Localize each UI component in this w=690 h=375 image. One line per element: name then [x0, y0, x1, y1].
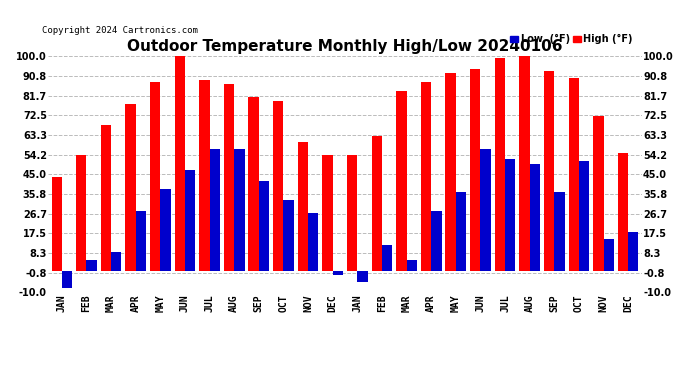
Bar — [126, 104, 136, 271]
Bar — [52, 177, 62, 271]
Bar — [520, 56, 530, 271]
Bar — [431, 211, 442, 271]
Bar — [297, 142, 308, 271]
Bar — [505, 159, 515, 271]
Bar — [62, 271, 72, 288]
Bar — [357, 271, 368, 282]
Bar — [480, 148, 491, 271]
Bar — [86, 260, 97, 271]
Bar — [604, 239, 614, 271]
Bar — [76, 155, 86, 271]
Bar — [406, 260, 417, 271]
Bar — [308, 213, 318, 271]
Bar — [579, 162, 589, 271]
Bar — [248, 97, 259, 271]
Bar — [150, 82, 160, 271]
Bar — [136, 211, 146, 271]
Bar — [259, 181, 269, 271]
Title: Outdoor Temperature Monthly High/Low 20240106: Outdoor Temperature Monthly High/Low 202… — [127, 39, 563, 54]
Bar — [101, 125, 111, 271]
Bar — [530, 164, 540, 271]
Bar — [111, 252, 121, 271]
Text: Copyright 2024 Cartronics.com: Copyright 2024 Cartronics.com — [42, 26, 198, 34]
Bar — [628, 232, 638, 271]
Bar — [396, 91, 406, 271]
Bar — [199, 80, 210, 271]
Bar — [446, 74, 456, 271]
Bar — [456, 192, 466, 271]
Bar — [495, 58, 505, 271]
Bar — [322, 155, 333, 271]
Bar — [347, 155, 357, 271]
Bar — [569, 78, 579, 271]
Bar — [175, 54, 185, 271]
Bar — [593, 116, 604, 271]
Bar — [224, 84, 234, 271]
Bar — [234, 148, 244, 271]
Bar — [382, 245, 393, 271]
Bar — [554, 192, 564, 271]
Bar — [470, 69, 480, 271]
Bar — [273, 101, 284, 271]
Bar — [618, 153, 628, 271]
Bar — [210, 148, 220, 271]
Bar — [160, 189, 170, 271]
Bar — [284, 200, 294, 271]
Bar — [185, 170, 195, 271]
Bar — [421, 82, 431, 271]
Bar — [544, 71, 554, 271]
Bar — [372, 136, 382, 271]
Legend: Low  (°F), High (°F): Low (°F), High (°F) — [506, 30, 637, 48]
Bar — [333, 271, 343, 275]
